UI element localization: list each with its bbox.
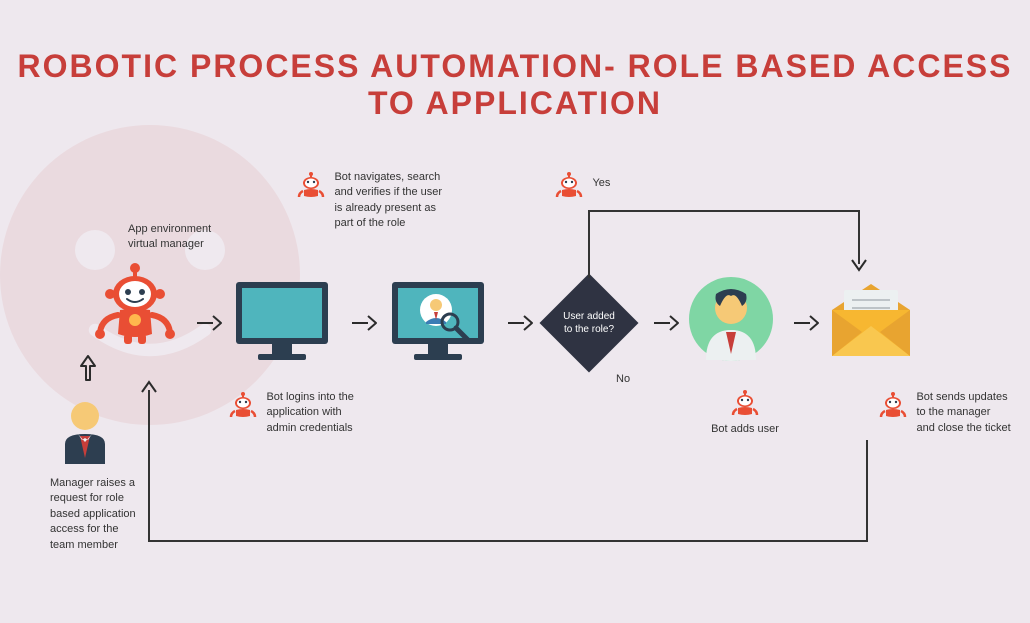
node-manager: Manager raises a request for role based …: [50, 396, 145, 553]
decision-text: User added to the role?: [544, 278, 634, 368]
envelope-icon: [826, 280, 916, 360]
monitor-login-caption-group: Bot logins into the application with adm…: [228, 390, 356, 436]
node-envelope: [826, 280, 916, 360]
adduser-caption: Bot adds user: [700, 422, 790, 437]
line-yes-down: [858, 210, 860, 264]
robot-icon: [90, 260, 180, 350]
manager-caption: Manager raises a request for role based …: [50, 476, 145, 553]
node-robot: [90, 260, 180, 350]
adduser-caption-group: Bot adds user: [730, 388, 790, 437]
envelope-caption-group: Bot sends updates to the manager and clo…: [878, 390, 1011, 436]
mini-bot-icon: [296, 170, 326, 200]
decision-yes-label: Yes: [592, 176, 632, 191]
arrow-manager-to-robot: [78, 354, 98, 389]
line-loop-up: [148, 390, 150, 542]
arrow-4: [652, 312, 680, 340]
line-loop-down: [866, 440, 868, 540]
node-adduser: [688, 276, 774, 362]
robot-caption: App environment virtual manager: [128, 222, 238, 253]
mini-bot-icon: [554, 170, 584, 200]
monitor-search-caption: Bot navigates, search and verifies if th…: [334, 170, 444, 232]
arrow-3: [506, 312, 534, 340]
arrowhead-loop: [140, 380, 158, 399]
mini-bot-icon: [878, 390, 908, 420]
line-yes-up: [588, 210, 590, 278]
line-loop-across: [148, 540, 868, 542]
arrow-5: [792, 312, 820, 340]
mini-bot-icon: [730, 388, 760, 418]
mini-bot-icon: [228, 390, 258, 420]
monitor-search-caption-group: Bot navigates, search and verifies if th…: [296, 170, 444, 232]
page-title: ROBOTIC PROCESS AUTOMATION- ROLE BASED A…: [0, 48, 1030, 122]
monitor-search-icon: [388, 278, 488, 366]
envelope-caption: Bot sends updates to the manager and clo…: [916, 390, 1011, 436]
node-monitor-login: [232, 278, 332, 366]
arrow-1: [195, 312, 223, 340]
line-yes-across: [588, 210, 860, 212]
node-monitor-search: [388, 278, 488, 366]
monitor-login-caption: Bot logins into the application with adm…: [266, 390, 356, 436]
decision-no-label: No: [616, 372, 646, 387]
adduser-icon: [688, 276, 774, 362]
monitor-login-icon: [232, 278, 332, 366]
arrow-2: [350, 312, 378, 340]
decision-yes-group: Yes: [554, 170, 632, 200]
node-decision: User added to the role?: [544, 278, 634, 368]
manager-icon: [50, 396, 120, 466]
arrowhead-yes: [850, 258, 868, 277]
